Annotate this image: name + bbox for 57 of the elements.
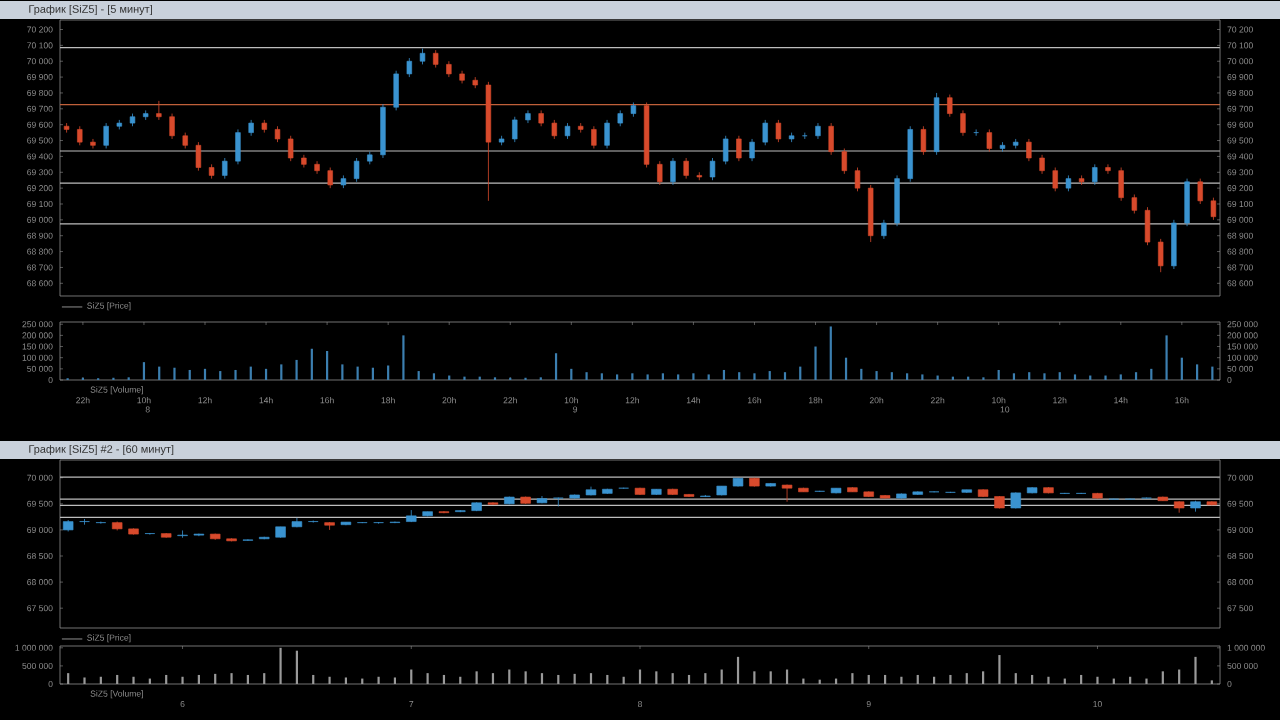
candlestick [393,70,399,111]
candlestick [881,219,887,240]
candlestick [960,110,966,137]
candlestick [709,157,716,181]
candlestick [1197,178,1203,205]
candlestick [1092,163,1098,186]
candlestick [868,184,874,243]
candlestick [775,119,782,143]
candlestick [1210,197,1217,221]
candlestick [920,125,927,156]
candlestick [314,160,320,175]
candlestick [762,119,768,146]
candlestick [327,167,333,189]
candlestick [551,119,557,140]
candlestick [79,518,90,526]
candlestick [1039,154,1045,175]
candlestick [1105,163,1111,175]
candlestick [235,129,241,165]
candlestick [77,125,83,146]
candlestick [828,122,834,156]
candlestick [604,119,610,149]
candlestick [222,157,228,180]
candlestick [657,160,663,186]
candlestick [288,135,294,162]
candlestick [195,141,202,172]
candlestick [353,157,360,183]
candlestick [670,157,676,186]
candlestick [406,57,412,78]
candlestick [947,94,953,118]
candlestick [591,125,597,149]
candlestick [525,110,531,124]
candlestick [815,122,821,140]
candlestick [854,167,861,192]
candlestick [1026,138,1032,162]
candlestick [156,100,162,121]
candlestick [1131,194,1137,214]
candlestick [781,484,793,503]
candlestick [986,129,992,153]
candlestick [103,122,109,149]
candlestick [841,148,847,175]
candlestick [749,138,755,162]
candlestick [169,113,175,140]
candlestick [1052,167,1058,192]
candlestick [683,157,689,180]
candlestick [553,497,564,507]
candlestick [1118,167,1124,202]
candlestick [1144,206,1151,246]
candlestick [736,135,742,162]
candlestick [512,116,518,143]
candlestick [380,103,386,159]
candlestick [1184,178,1190,227]
candlestick [723,135,729,165]
candlestick [1158,238,1164,273]
candlestick [301,154,307,168]
candlestick [894,175,900,227]
candlestick [1171,219,1177,270]
candlestick [177,530,188,539]
